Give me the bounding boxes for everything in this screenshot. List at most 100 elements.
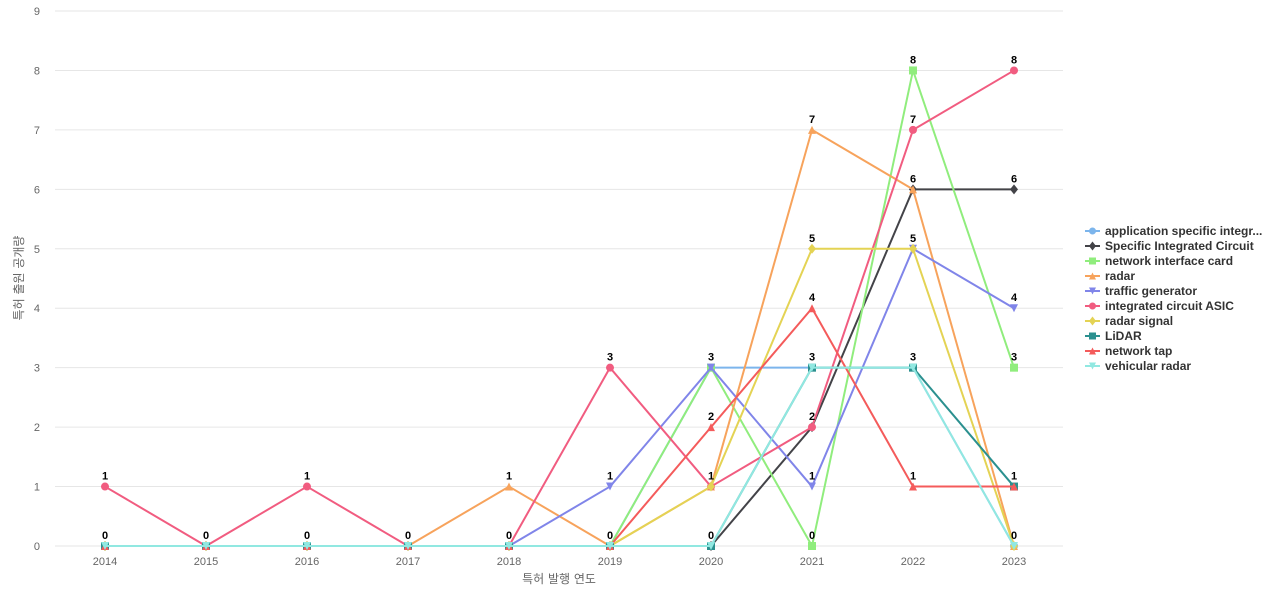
- data-label: 3: [708, 352, 714, 364]
- data-point: [1010, 542, 1018, 550]
- data-point: [1010, 184, 1018, 195]
- legend-label: integrated circuit ASIC: [1105, 299, 1234, 313]
- data-label: 1: [910, 471, 916, 483]
- series-line: [104, 69, 1015, 547]
- data-point: [303, 482, 311, 491]
- legend-marker: [1089, 316, 1096, 326]
- data-label: 0: [1011, 530, 1017, 542]
- legend-item[interactable]: traffic generator: [1085, 284, 1197, 298]
- legend-item[interactable]: vehicular radar: [1085, 359, 1191, 373]
- legend-item[interactable]: radar signal: [1085, 314, 1173, 328]
- legend-label: network tap: [1105, 344, 1172, 358]
- legend: application specific integr...Specific I…: [1085, 224, 1262, 373]
- data-label: 0: [607, 530, 613, 542]
- data-labels: 1 0 0 1 0 0 1 0 3 1 0 3 2 1 0 7 5 4 3 2 1 0 8 7 6 5 3 1 8 6 4 3 1 0: [102, 54, 1018, 542]
- y-tick-label: 4: [34, 303, 40, 315]
- legend-item[interactable]: network tap: [1085, 344, 1172, 358]
- series-4: [101, 244, 1018, 550]
- data-label: 2: [708, 411, 714, 423]
- data-label: 1: [607, 471, 613, 483]
- series-line: [105, 128, 1015, 547]
- series-line: [105, 366, 1015, 547]
- data-label: 3: [1011, 352, 1017, 364]
- data-label: 0: [405, 530, 411, 542]
- series-line: [105, 247, 1015, 547]
- x-tick-label: 2019: [598, 556, 622, 568]
- y-tick-label: 2: [34, 422, 40, 434]
- legend-item[interactable]: radar: [1085, 269, 1135, 283]
- data-point: [1010, 482, 1018, 491]
- legend-marker: [1089, 257, 1096, 265]
- data-point: [808, 125, 816, 134]
- data-label: 0: [102, 530, 108, 542]
- y-tick-label: 3: [34, 363, 40, 375]
- data-label: 5: [910, 233, 916, 245]
- legend-label: application specific integr...: [1105, 224, 1262, 238]
- y-axis-ticks: 0 1 2 3 4 5 6 7 8 9: [34, 6, 40, 553]
- series-line: [105, 247, 1015, 547]
- data-point: [707, 481, 715, 492]
- legend-label: Specific Integrated Circuit: [1105, 239, 1254, 253]
- legend-label: traffic generator: [1105, 284, 1197, 298]
- legend-marker: [1089, 227, 1096, 235]
- y-tick-label: 5: [34, 244, 40, 256]
- data-label: 4: [809, 292, 816, 304]
- data-point: [707, 423, 715, 432]
- data-point: [404, 542, 412, 550]
- data-point: [808, 423, 816, 432]
- data-label: 3: [607, 352, 613, 364]
- data-label: 1: [506, 471, 512, 483]
- data-point: [1010, 66, 1018, 75]
- data-point: [707, 542, 715, 550]
- data-point: [808, 243, 816, 254]
- data-point: [505, 542, 513, 550]
- legend-marker: [1089, 287, 1096, 295]
- data-label: 1: [102, 471, 108, 483]
- y-tick-label: 1: [34, 482, 40, 494]
- legend-item[interactable]: network interface card: [1085, 254, 1233, 268]
- legend-item[interactable]: LiDAR: [1085, 329, 1142, 343]
- data-point: [909, 125, 917, 134]
- legend-marker: [1089, 332, 1096, 340]
- y-tick-label: 0: [34, 541, 40, 553]
- y-tick-label: 7: [34, 125, 40, 137]
- data-label: 3: [809, 352, 815, 364]
- data-label: 1: [1011, 471, 1017, 483]
- legend-item[interactable]: integrated circuit ASIC: [1085, 299, 1234, 313]
- legend-marker: [1089, 302, 1096, 310]
- data-label: 2: [809, 411, 815, 423]
- data-point: [909, 482, 917, 491]
- data-label: 0: [708, 530, 714, 542]
- data-point: [909, 243, 917, 254]
- legend-marker: [1089, 347, 1096, 355]
- data-label: 7: [910, 114, 916, 126]
- legend-item[interactable]: application specific integr...: [1085, 224, 1262, 238]
- x-tick-label: 2015: [194, 556, 218, 568]
- legend-marker: [1089, 241, 1096, 251]
- y-tick-label: 9: [34, 6, 40, 18]
- x-tick-label: 2020: [699, 556, 723, 568]
- data-point: [909, 363, 917, 372]
- data-label: 7: [809, 114, 815, 126]
- data-point: [808, 304, 816, 313]
- legend-marker: [1089, 362, 1096, 370]
- legend-label: radar signal: [1105, 314, 1173, 328]
- data-label: 1: [809, 471, 815, 483]
- data-label: 0: [809, 530, 815, 542]
- data-label: 8: [1011, 54, 1017, 66]
- data-point: [606, 363, 614, 372]
- x-tick-label: 2021: [800, 556, 824, 568]
- legend-marker: [1089, 272, 1096, 280]
- x-tick-label: 2014: [93, 556, 117, 568]
- x-axis-title: 특허 발행 연도: [522, 571, 596, 586]
- legend-label: network interface card: [1105, 254, 1233, 268]
- data-point: [909, 185, 917, 194]
- series-6: [101, 243, 1018, 551]
- data-point: [909, 66, 917, 75]
- legend-label: vehicular radar: [1105, 359, 1191, 373]
- legend-label: radar: [1105, 269, 1135, 283]
- data-label: 0: [304, 530, 310, 542]
- data-point: [808, 542, 816, 550]
- legend-item[interactable]: Specific Integrated Circuit: [1085, 239, 1254, 253]
- data-point: [606, 482, 614, 491]
